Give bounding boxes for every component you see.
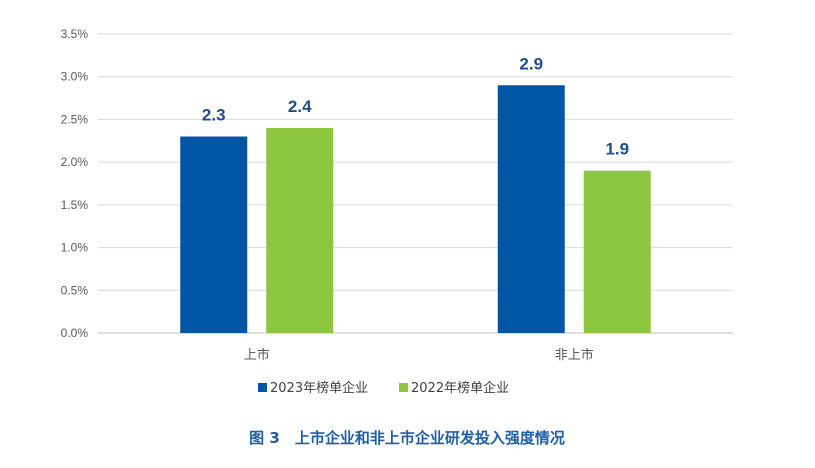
y-tick-label: 2.0% [61,155,89,169]
bar [583,170,651,333]
bars [180,85,651,333]
x-category-label: 非上市 [555,347,594,363]
legend-swatch [258,383,267,392]
y-tick-label: 2.5% [61,112,89,126]
legend-label: 2022年榜单企业 [411,380,509,396]
y-axis-ticks: 0.0% 0.5% 1.0% 1.5% 2.0% 2.5% 3.0% 3.5% [61,27,89,340]
y-tick-label: 0.0% [61,326,89,340]
data-label: 2.9 [519,54,543,73]
data-label: 2.4 [288,97,312,116]
x-axis-categories: 上市 非上市 [244,347,594,363]
y-tick-label: 3.5% [61,27,89,41]
bar [266,127,334,333]
bar [180,136,248,333]
bar [497,85,565,333]
figure-caption: 图 3 上市企业和非上市企业研发投入强度情况 [249,429,565,447]
y-tick-label: 3.0% [61,70,89,84]
x-category-label: 上市 [244,347,270,363]
legend-label: 2023年榜单企业 [270,380,368,396]
legend-swatch [399,383,408,392]
data-labels: 2.3 2.4 2.9 1.9 [202,54,629,158]
data-label: 2.3 [202,106,226,125]
data-label: 1.9 [605,140,629,159]
y-tick-label: 0.5% [61,283,89,297]
y-tick-label: 1.5% [61,198,89,212]
y-tick-label: 1.0% [61,241,89,255]
legend: 2023年榜单企业 2022年榜单企业 [258,380,509,396]
